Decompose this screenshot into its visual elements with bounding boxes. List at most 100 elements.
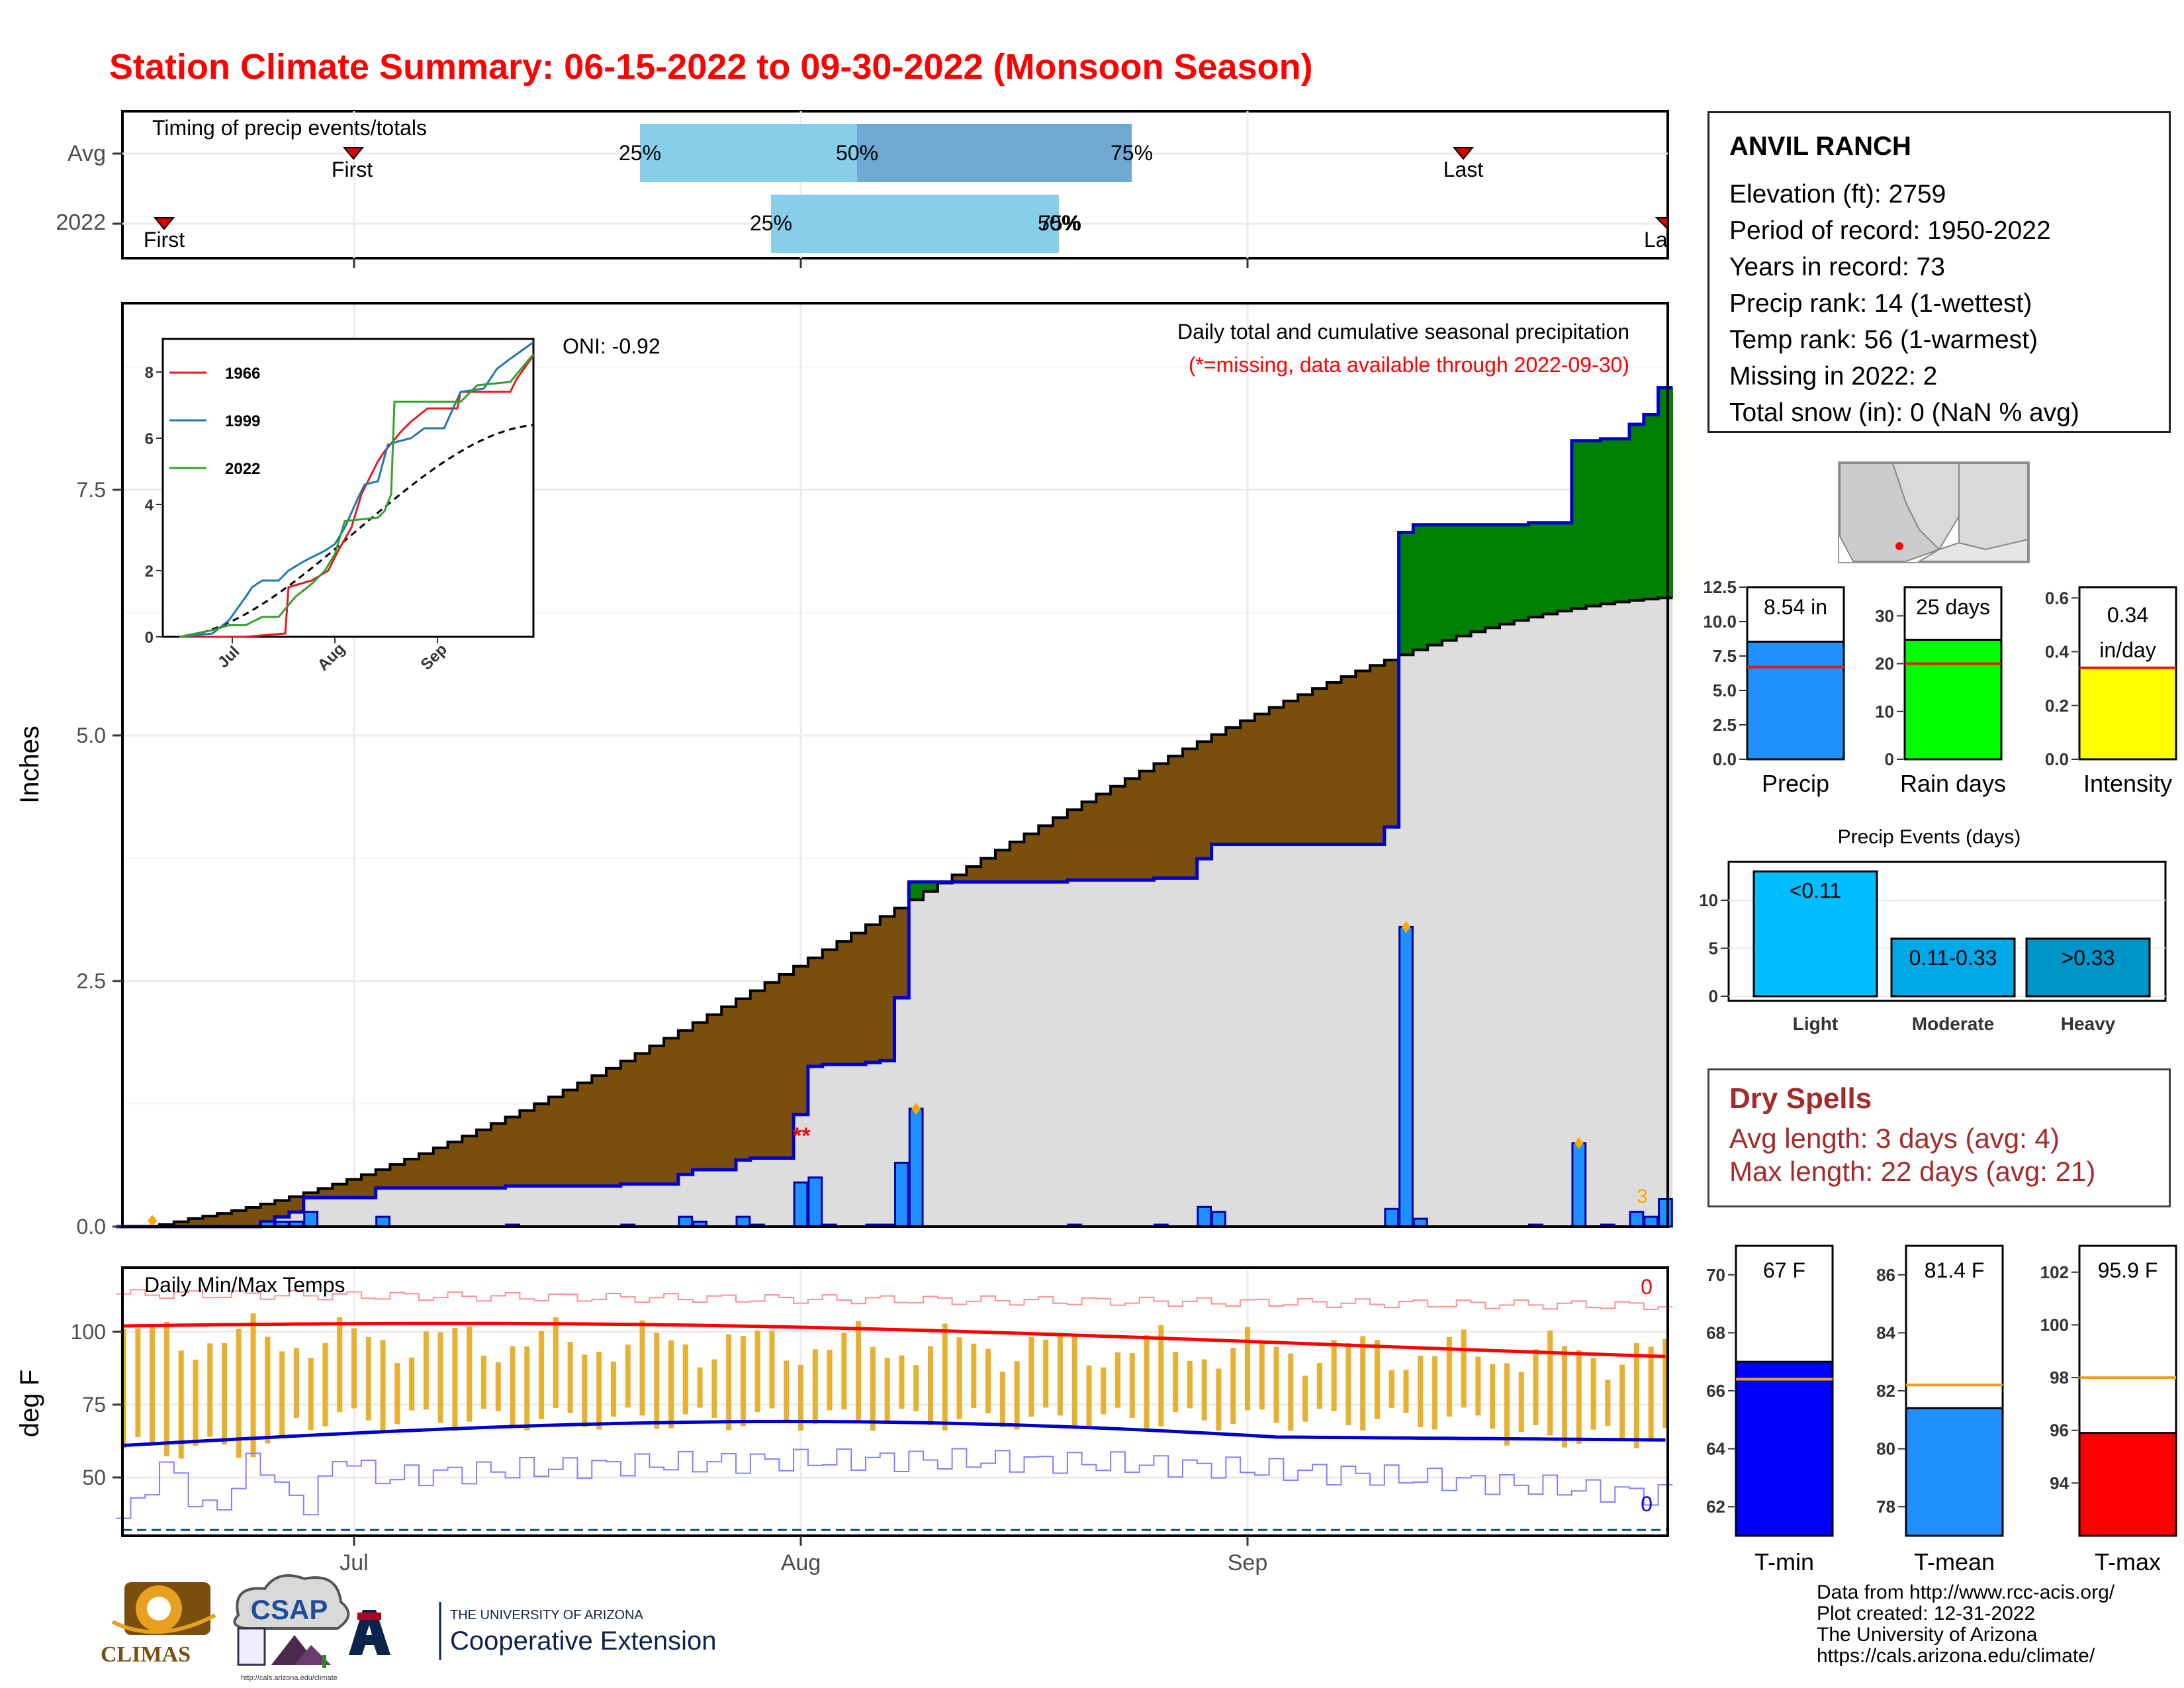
daily-temp-range-bar <box>293 1348 299 1419</box>
events-ytick-label: 5 <box>1709 939 1718 959</box>
stat-bar-ytick-label: 0.0 <box>2045 749 2069 769</box>
record-marker <box>1401 921 1411 933</box>
inset-ytick-label: 2 <box>145 563 154 581</box>
daily-temp-range-bar <box>1173 1352 1179 1413</box>
daily-precip-bar <box>807 1176 823 1228</box>
station-precip-rank: Precip rank: 14 (1-wettest) <box>1729 289 2032 318</box>
daily-temp-range-bar <box>394 1363 400 1425</box>
daily-precip-bar <box>1384 1207 1400 1228</box>
stat-bar-ytick-label: 12.5 <box>1703 577 1737 597</box>
daily-precip-bar <box>1629 1211 1645 1228</box>
temp-bar-ytick-label: 80 <box>1876 1439 1895 1459</box>
footer-line: https://cals.arizona.edu/climate/ <box>1817 1645 2095 1667</box>
daily-temp-range-bar <box>1432 1356 1438 1430</box>
record-high-line <box>116 1289 1673 1311</box>
stat-bar-ytick-label: 0.4 <box>2045 642 2070 662</box>
inset-series-2022 <box>179 353 535 638</box>
stat-bar-ytick-label: 20 <box>1875 654 1894 674</box>
ua-small-text: THE UNIVERSITY OF ARIZONA <box>450 1608 644 1622</box>
daily-temp-range-bar <box>524 1346 530 1430</box>
csap-logo-url: http://cals.arizona.edu/climate <box>241 1674 338 1682</box>
avg-p25: 25% <box>619 141 661 165</box>
temp-bar-ytick-label: 96 <box>2050 1421 2069 1440</box>
daily-temp-range-bar <box>769 1331 775 1409</box>
csap-logo-text: CSAP <box>251 1594 328 1625</box>
daily-temp-range-bar <box>1633 1342 1639 1448</box>
inset-ytick-label: 0 <box>145 629 154 647</box>
normal-high-line <box>123 1321 1666 1358</box>
station-snow: Total snow (in): 0 (NaN % avg) <box>1729 399 2079 427</box>
daily-temp-range-bar <box>1331 1340 1337 1411</box>
daily-precip-bar <box>908 1107 924 1228</box>
station-location-dot <box>1895 542 1903 550</box>
stat-bar-value-unit: in/day <box>2099 638 2156 662</box>
temp-ytick-label: 50 <box>82 1466 106 1489</box>
stat-bar-ytick-label: 0.0 <box>1713 749 1737 769</box>
record-marker <box>911 1102 921 1115</box>
temp-panel: Daily Min/Max Temps 0 0 deg F 50 75 100 Ju… <box>15 1266 1673 1575</box>
y2022-first-label: First <box>144 228 185 252</box>
timing-row-2022: 2022 <box>56 210 106 235</box>
x-axis: Jul Aug Sep <box>340 1536 1267 1575</box>
inset-ytick-label: 8 <box>145 364 154 382</box>
precip-ylabel: Inches <box>15 726 44 804</box>
temp-ytick-label: 75 <box>82 1393 106 1417</box>
temp-bar-label: T-mean <box>1914 1548 1995 1575</box>
daily-temp-range-bar <box>567 1342 573 1413</box>
stat-bar-intensity <box>2078 667 2177 761</box>
y2022-p50: 50% <box>1038 211 1080 235</box>
daily-temp-range-bar <box>1028 1336 1034 1417</box>
daily-temp-range-bar <box>1619 1364 1625 1438</box>
daily-temp-range-bar <box>1101 1367 1107 1415</box>
inset-legend-label: 2022 <box>225 460 260 478</box>
daily-temp-range-bar <box>1187 1360 1193 1409</box>
y2022-band <box>771 195 1059 253</box>
stat-bar-value-label: 25 days <box>1916 595 1990 619</box>
daily-temp-range-bar <box>1245 1327 1250 1411</box>
temp-bar-ytick-label: 94 <box>2050 1473 2069 1493</box>
events-bar-light <box>1752 870 1878 998</box>
daily-temp-range-bar <box>539 1331 545 1419</box>
daily-temp-range-bar <box>682 1344 688 1415</box>
daily-temp-range-bar <box>1288 1353 1294 1431</box>
x-tick-sep: Sep <box>1228 1550 1268 1575</box>
inset-avg-line <box>179 424 534 638</box>
avg-p50: 50% <box>836 141 878 165</box>
precip-ytick-label: 0.0 <box>77 1215 106 1239</box>
daily-temp-range-bar <box>308 1358 314 1430</box>
stat-bar-precip <box>1746 640 1845 761</box>
events-ytick-label: 10 <box>1699 890 1718 910</box>
daily-precip-bar <box>1643 1215 1659 1228</box>
daily-temp-range-bar <box>1345 1343 1351 1426</box>
daily-temp-range-bar <box>668 1340 674 1429</box>
daily-temp-range-bar <box>1475 1356 1481 1416</box>
daily-temp-range-bar <box>726 1334 732 1430</box>
daily-temp-range-bar <box>467 1326 473 1422</box>
daily-temp-range-bar <box>1446 1336 1452 1417</box>
daily-temp-range-bar <box>1590 1358 1596 1430</box>
daily-temp-range-bar <box>1043 1339 1049 1408</box>
precip-ytick-label: 2.5 <box>77 969 106 993</box>
inset-series-1999 <box>179 341 534 638</box>
daily-temp-range-bar <box>610 1361 616 1417</box>
stat-bar-ytick-label: 2.5 <box>1713 715 1737 735</box>
daily-temp-range-bar <box>1504 1363 1510 1446</box>
daily-temp-range-bar <box>711 1359 717 1419</box>
stat-bar-ytick-label: 5.0 <box>1713 680 1737 700</box>
daily-temp-range-bar <box>380 1340 386 1431</box>
avg-50-75-band <box>857 124 1132 182</box>
temp-bar-t-min <box>1735 1360 1834 1537</box>
daily-temp-range-bar <box>999 1372 1005 1428</box>
daily-temp-range-bar <box>322 1342 328 1427</box>
events-bar-label: Heavy <box>2061 1013 2116 1034</box>
daily-temp-range-bar <box>553 1317 559 1408</box>
daily-temp-range-bar <box>1071 1335 1077 1429</box>
daily-temp-range-bar <box>1230 1348 1236 1425</box>
daily-temp-range-bar <box>480 1355 486 1409</box>
temp-count-bottom: 0 <box>1641 1492 1653 1516</box>
ua-big-text: Cooperative Extension <box>450 1626 716 1656</box>
csap-logo <box>233 1574 350 1668</box>
stat-bar-frame <box>2078 586 2177 761</box>
temp-bar-t-mean <box>1905 1407 2004 1537</box>
